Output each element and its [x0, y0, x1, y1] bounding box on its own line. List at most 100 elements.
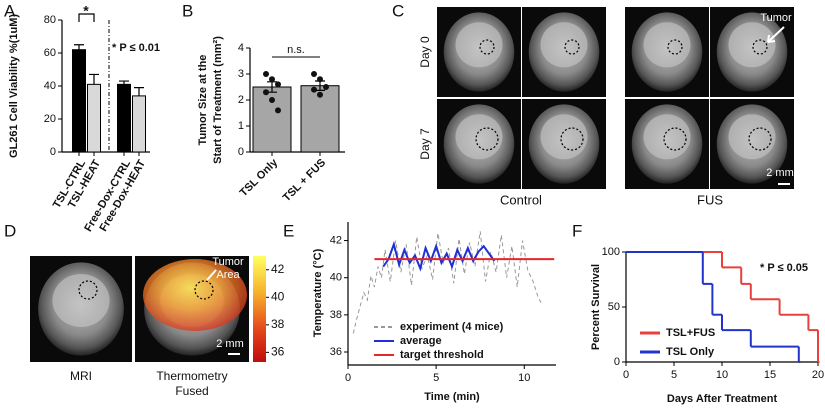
- x-tick-label: 0: [345, 372, 351, 384]
- brain-region: [455, 22, 503, 68]
- scale-bar-label: 2 mm: [216, 338, 244, 350]
- data-point: [275, 107, 281, 114]
- image-label: Fused: [175, 384, 208, 398]
- significance-label: *: [83, 3, 89, 19]
- x-tick-label: 5: [433, 372, 439, 384]
- bar: [252, 86, 292, 153]
- thermometry-overlay: [143, 259, 247, 331]
- y-tick-label: 1: [238, 120, 244, 132]
- image-label: MRI: [70, 369, 92, 383]
- tumor-arrow: [767, 26, 785, 43]
- x-tick-label: 15: [764, 369, 776, 381]
- y-tick-label: 0: [614, 356, 620, 368]
- data-point: [317, 76, 323, 83]
- annotation: * P ≤ 0.01: [112, 42, 160, 54]
- y-tick-label: 100: [602, 246, 620, 258]
- error-bar: [134, 87, 144, 96]
- panel-letter: C: [392, 1, 404, 20]
- colorbar: [253, 256, 266, 362]
- tumor-outline: [667, 39, 683, 55]
- series-line: [352, 231, 543, 334]
- tumor-outline: [560, 127, 584, 151]
- x-axis-label: Time (min): [424, 391, 480, 403]
- colorbar-tick-label: 36: [271, 345, 285, 359]
- panel-letter: E: [283, 221, 294, 240]
- bar: [72, 49, 86, 153]
- x-tick-label: TSL + FUS: [281, 157, 328, 204]
- y-tick-label: 60: [44, 47, 56, 59]
- x-tick-label: TSL Only: [238, 156, 281, 199]
- panel-letter: D: [4, 221, 16, 240]
- x-tick-label: 5: [671, 369, 677, 381]
- colorbar-tick-label: 40: [271, 289, 285, 303]
- bar: [117, 83, 131, 153]
- x-tick-label: 10: [518, 372, 530, 384]
- y-tick-label: 3: [238, 68, 244, 80]
- error-bar: [119, 80, 129, 85]
- data-point: [311, 86, 317, 93]
- brain-region: [728, 114, 776, 160]
- tumor-outline: [78, 280, 98, 300]
- significance-bracket: [78, 13, 95, 22]
- tumor-outline: [663, 127, 687, 151]
- y-tick-label: 80: [44, 14, 56, 26]
- panel-letter: B: [182, 1, 193, 20]
- colorbar-tick-label: 42: [271, 262, 285, 276]
- y-tick-label: 0: [238, 146, 244, 158]
- brain-region: [455, 114, 503, 160]
- y-axis-label: Tumor Size at the: [197, 55, 209, 146]
- data-point: [269, 97, 275, 103]
- y-tick-label: 42: [330, 234, 342, 246]
- tumor-arrow: [206, 269, 217, 281]
- annotation: n.s.: [287, 44, 305, 56]
- error-bar: [74, 44, 84, 50]
- y-axis-label: Start of Treatment (mm²): [212, 36, 224, 164]
- data-point: [263, 89, 269, 96]
- y-tick-label: 2: [238, 94, 244, 106]
- tumor-label: Area: [216, 269, 240, 281]
- data-point: [275, 81, 281, 88]
- tumor-outline: [194, 280, 214, 300]
- bar: [132, 95, 146, 153]
- y-tick-label: 4: [238, 42, 244, 54]
- x-axis-label: Days After Treatment: [667, 393, 778, 405]
- y-tick-label: 36: [330, 346, 342, 358]
- data-point: [263, 71, 269, 77]
- y-tick-label: 0: [50, 146, 56, 158]
- tumor-outline: [564, 39, 580, 55]
- legend-label: target threshold: [400, 349, 484, 361]
- brain-region: [728, 22, 776, 68]
- brain-region: [52, 274, 110, 328]
- column-label: FUS: [697, 192, 723, 207]
- row-label: Day 0: [418, 36, 432, 68]
- tumor-outline: [479, 39, 495, 55]
- legend-label: experiment (4 mice): [400, 321, 504, 333]
- y-tick-label: 20: [44, 113, 56, 125]
- legend-label: TSL+FUS: [666, 327, 715, 339]
- error-bar: [89, 73, 99, 85]
- brain-region: [540, 22, 588, 68]
- y-axis-label: Percent Survival: [590, 264, 602, 350]
- tumor-label: Tumor: [760, 12, 792, 24]
- panel-letter: F: [572, 221, 582, 240]
- brain-region: [540, 114, 588, 160]
- tumor-outline: [752, 39, 768, 55]
- tumor-label: Tumor: [212, 256, 244, 268]
- bar: [87, 83, 101, 153]
- row-label: Day 7: [418, 128, 432, 160]
- panel-letter: A: [4, 1, 16, 20]
- x-tick-label: 20: [812, 369, 824, 381]
- brain-region: [643, 22, 691, 68]
- y-tick-label: 38: [330, 309, 342, 321]
- annotation: * P ≤ 0.05: [760, 262, 808, 274]
- y-tick-label: 40: [330, 272, 342, 284]
- data-point: [317, 91, 323, 98]
- tumor-outline: [748, 127, 772, 151]
- data-point: [269, 76, 275, 83]
- column-label: Control: [500, 192, 542, 207]
- tumor-outline: [475, 127, 499, 151]
- x-tick-label: 0: [623, 369, 629, 381]
- brain-region: [643, 114, 691, 160]
- x-tick-label: 10: [716, 369, 728, 381]
